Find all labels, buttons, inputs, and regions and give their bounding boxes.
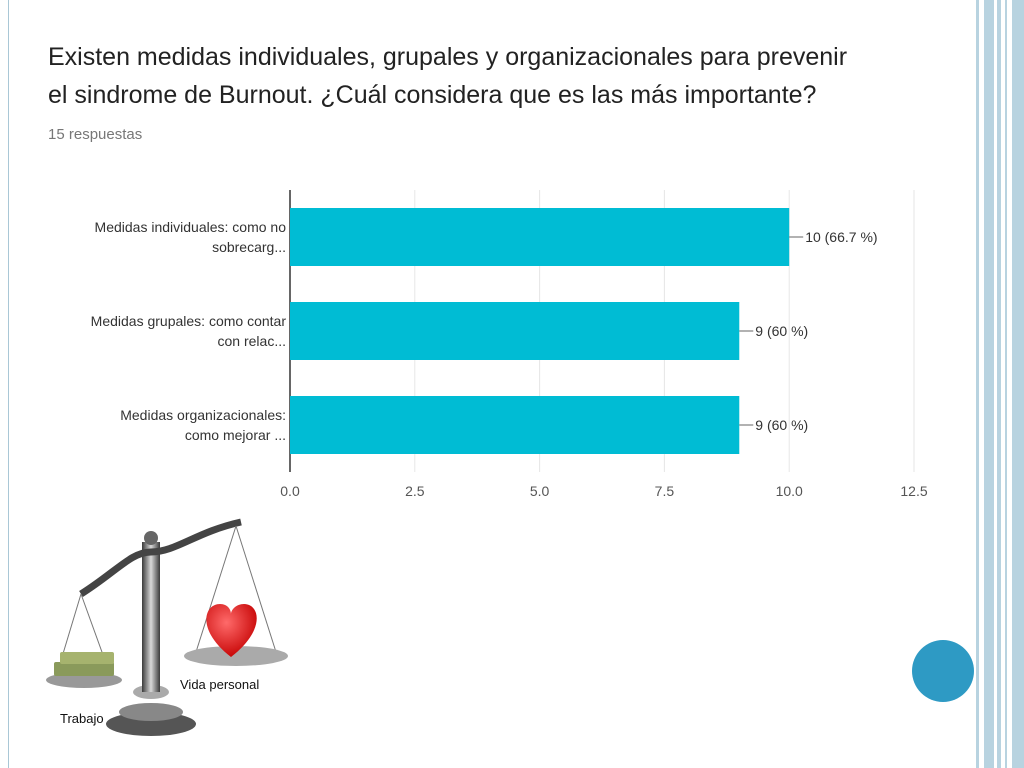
bar <box>290 208 790 266</box>
accent-circle <box>912 640 974 702</box>
x-tick-label: 12.5 <box>900 483 927 499</box>
bar <box>290 396 740 454</box>
question-title: Existen medidas individuales, grupales y… <box>48 38 948 114</box>
question-title-line-1: Existen medidas individuales, grupales y… <box>48 43 848 71</box>
heart-icon <box>206 604 257 657</box>
bar <box>290 302 740 360</box>
x-tick-label: 2.5 <box>405 483 425 499</box>
x-tick-label: 0.0 <box>280 483 300 499</box>
category-label: Medidas individuales: como no <box>95 219 287 235</box>
slide-right-decoration <box>976 0 1024 768</box>
slide-left-border <box>8 0 9 768</box>
data-label: 9 (60 %) <box>755 417 808 433</box>
question-title-line-2: el sindrome de Burnout. ¿Cuál considera … <box>48 81 817 109</box>
category-label: Medidas organizacionales: <box>120 407 286 423</box>
balance-scale-illustration: Trabajo Vida personal <box>36 512 326 752</box>
category-label: sobrecarg... <box>212 239 286 255</box>
category-label: con relac... <box>218 333 286 349</box>
money-icon <box>54 662 114 676</box>
data-label: 10 (66.7 %) <box>805 229 877 245</box>
x-tick-label: 7.5 <box>655 483 675 499</box>
data-label: 9 (60 %) <box>755 323 808 339</box>
response-count: 15 respuestas <box>48 126 143 143</box>
x-tick-label: 5.0 <box>530 483 550 499</box>
right-pan <box>184 646 288 666</box>
label-vida-personal: Vida personal <box>180 677 260 692</box>
label-trabajo: Trabajo <box>60 711 104 726</box>
x-tick-label: 10.0 <box>776 483 803 499</box>
scale-column <box>142 542 160 692</box>
category-label: como mejorar ... <box>185 427 286 443</box>
category-label: Medidas grupales: como contar <box>91 313 287 329</box>
scale-beam <box>79 518 242 597</box>
